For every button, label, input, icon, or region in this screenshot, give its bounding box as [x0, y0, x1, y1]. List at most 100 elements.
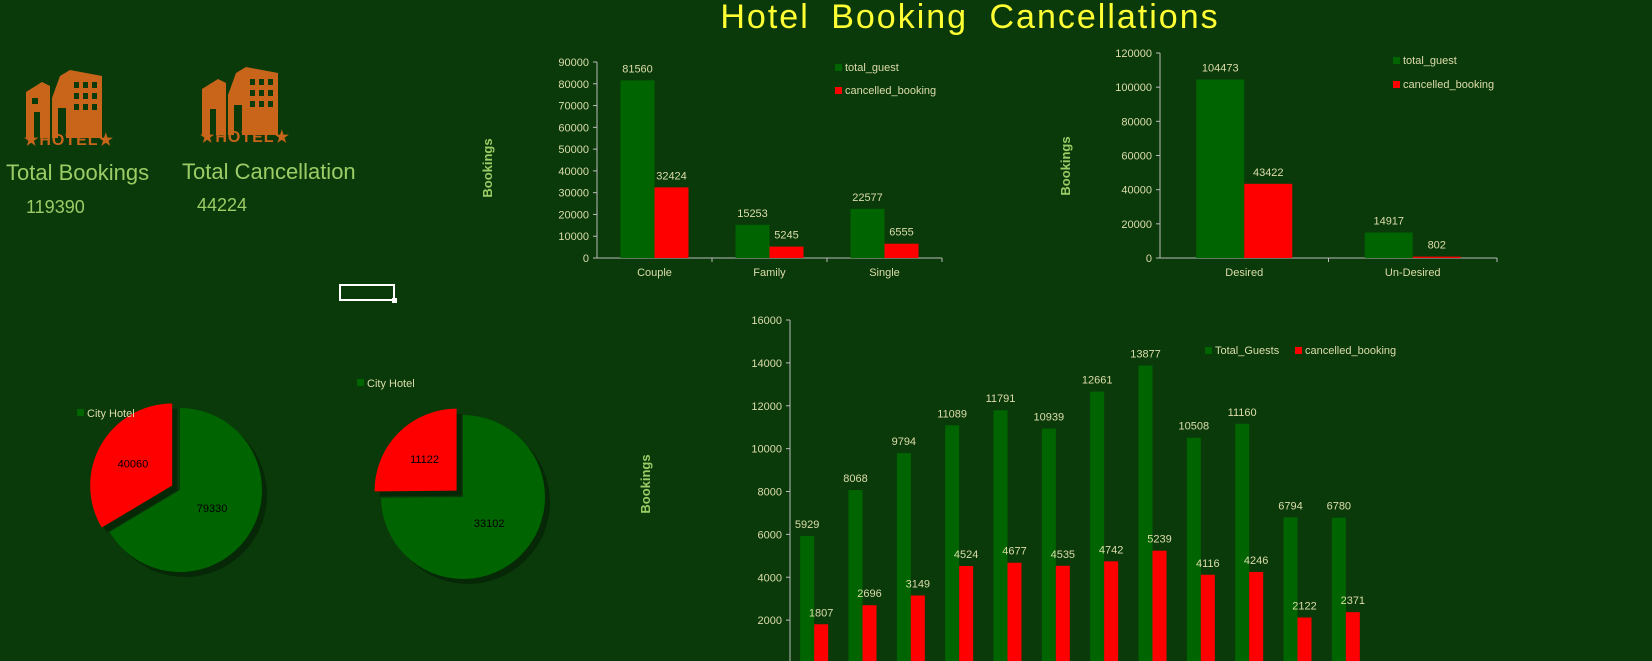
y-axis-title: Bookings — [480, 138, 495, 197]
bar-cancelled_booking — [1345, 612, 1360, 661]
y-tick-label: 12000 — [751, 401, 782, 413]
y-tick-label: 8000 — [758, 487, 782, 499]
pie-data-label: 79330 — [197, 503, 228, 515]
y-tick-label: 6000 — [758, 529, 782, 541]
y-tick-label: 50000 — [558, 144, 589, 156]
y-axis-title: Bookings — [638, 454, 653, 513]
data-label: 32424 — [656, 170, 687, 182]
data-label: 12661 — [1082, 375, 1113, 387]
bar-Total_Guests — [1283, 517, 1298, 661]
legend-swatch — [1393, 57, 1400, 64]
y-tick-label: 100000 — [1115, 82, 1152, 94]
data-label: 4677 — [1002, 546, 1026, 558]
bar-cancelled_booking — [814, 624, 829, 661]
data-label: 22577 — [852, 192, 883, 204]
legend-swatch — [835, 87, 842, 94]
bar-Total_Guests — [896, 453, 911, 661]
data-label: 14917 — [1373, 216, 1404, 228]
x-tick-label: Desired — [1225, 267, 1263, 279]
selected-cell[interactable] — [339, 284, 397, 303]
bar-total_guest — [620, 80, 655, 258]
y-tick-label: 60000 — [1121, 151, 1152, 163]
legend-swatch — [1393, 81, 1400, 88]
total-bookings-label: Total Bookings — [6, 160, 150, 185]
data-label: 4742 — [1099, 544, 1123, 556]
y-tick-label: 10000 — [751, 444, 782, 456]
y-tick-label: 30000 — [558, 188, 589, 200]
data-label: 13877 — [1130, 349, 1161, 361]
y-tick-label: 80000 — [558, 79, 589, 91]
bar-cancelled_booking — [1200, 574, 1215, 661]
bar-cancelled_booking — [1249, 571, 1264, 661]
data-label: 4116 — [1196, 558, 1220, 570]
data-label: 5239 — [1147, 534, 1171, 546]
y-tick-label: 10000 — [558, 231, 589, 243]
y-tick-label: 20000 — [1121, 219, 1152, 231]
y-tick-label: 40000 — [558, 166, 589, 178]
bar-total_guest — [735, 224, 770, 258]
pie-slice — [381, 415, 545, 580]
y-tick-label: 20000 — [558, 209, 589, 221]
y-tick-label: 40000 — [1121, 185, 1152, 197]
bar-cancelled_booking — [769, 246, 804, 258]
data-label: 9794 — [892, 436, 916, 448]
data-label: 10508 — [1179, 421, 1210, 433]
x-tick-label: Couple — [637, 267, 672, 279]
y-tick-label: 16000 — [751, 315, 782, 327]
y-tick-label: 0 — [1146, 253, 1152, 265]
total-cancellation-label: Total Cancellation — [182, 159, 356, 184]
bar-Total_Guests — [848, 490, 863, 661]
bar-cancelled_booking — [1297, 617, 1312, 661]
bar-Total_Guests — [1138, 365, 1153, 661]
pie-data-label: 11122 — [410, 454, 439, 466]
pie-slice — [374, 408, 457, 492]
bar-Total_Guests — [1090, 391, 1105, 661]
data-label: 5929 — [795, 519, 819, 531]
bar-cancelled_booking — [1412, 256, 1461, 258]
data-label: 6780 — [1327, 501, 1351, 513]
pie-slice — [90, 403, 173, 528]
data-label: 81560 — [622, 63, 653, 75]
y-tick-label: 14000 — [751, 358, 782, 370]
y-tick-label: 0 — [583, 253, 589, 265]
data-label: 11791 — [986, 393, 1016, 405]
data-label: 2122 — [1292, 601, 1316, 613]
data-label: 11160 — [1228, 407, 1257, 419]
legend-swatch — [77, 409, 84, 416]
legend-swatch — [357, 379, 364, 386]
bar-total_guest — [1364, 232, 1413, 258]
legend-swatch — [1205, 347, 1212, 354]
data-label: 104473 — [1202, 63, 1239, 75]
data-label: 4535 — [1051, 549, 1075, 561]
data-label: 2696 — [857, 588, 881, 600]
x-tick-label: Single — [869, 267, 900, 279]
legend-label: City Hotel — [87, 408, 135, 420]
bar-cancelled_booking — [654, 187, 689, 258]
bar-cancelled_booking — [959, 566, 974, 661]
data-label: 802 — [1428, 240, 1446, 252]
bar-total_guest — [1196, 79, 1245, 258]
legend-label: Total_Guests — [1215, 345, 1280, 357]
y-tick-label: 90000 — [558, 57, 589, 69]
legend-swatch — [1295, 347, 1302, 354]
data-label: 15253 — [737, 208, 768, 220]
x-tick-label: Un-Desired — [1385, 267, 1441, 279]
y-tick-label: 4000 — [758, 572, 782, 584]
legend-swatch — [835, 64, 842, 71]
bar-cancelled_booking — [1152, 550, 1167, 661]
bar-total_guest — [850, 208, 885, 258]
total-bookings-value: 119390 — [26, 197, 85, 217]
y-tick-label: 70000 — [558, 101, 589, 113]
data-label: 1807 — [809, 607, 833, 619]
data-label: 6555 — [889, 227, 913, 239]
legend-label: City Hotel — [367, 378, 415, 390]
data-label: 3149 — [906, 578, 930, 590]
data-label: 4524 — [954, 549, 978, 561]
bar-cancelled_booking — [884, 243, 919, 258]
dashboard-title: Hotel Booking Cancellations — [720, 0, 1220, 36]
data-label: 8068 — [843, 473, 867, 485]
pie-slice — [109, 408, 263, 573]
bar-Total_Guests — [1186, 437, 1201, 661]
bar-cancelled_booking — [862, 605, 877, 661]
kpi-hotel-logo-text: ★HOTEL★ — [24, 132, 114, 149]
